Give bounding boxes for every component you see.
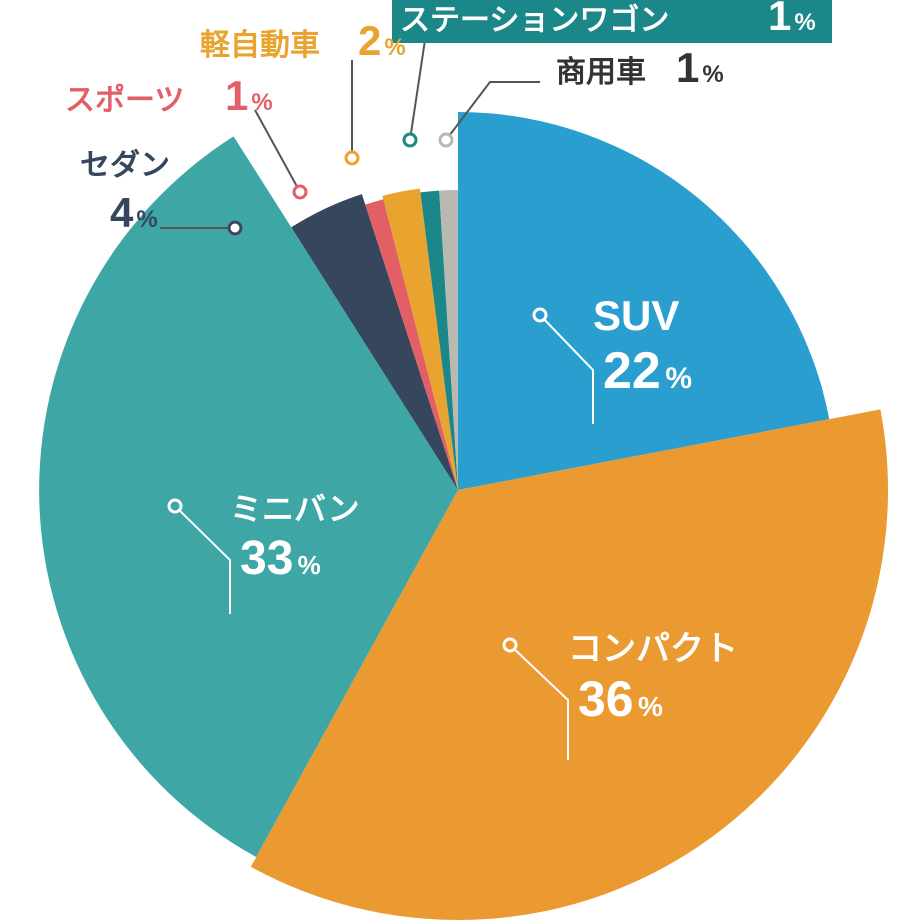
value-suv: 22 <box>603 342 661 400</box>
percent-symbol-commercial: % <box>702 61 723 88</box>
value-minivan: 33 <box>240 532 293 585</box>
bullet-outer-wagon <box>404 134 416 146</box>
leader-sports <box>255 110 300 192</box>
label-text-sedan: セダン <box>80 148 170 182</box>
bullet-suv <box>534 309 546 321</box>
value-sedan: 4 <box>110 189 134 236</box>
percent-symbol-suv: % <box>665 362 692 395</box>
label-text-kei: 軽自動車 <box>200 29 320 62</box>
value-sports: 1 <box>225 72 248 119</box>
label-kei: 軽自動車 2% <box>200 17 406 64</box>
value-wagon: 1 <box>768 0 791 39</box>
bullet-outer-sports <box>294 186 306 198</box>
label-text-minivan: ミニバン <box>230 491 360 527</box>
bullet-outer-commercial <box>440 134 452 146</box>
bullet-outer-sedan <box>229 222 241 234</box>
label-sedan: セダン 4% <box>80 148 170 236</box>
value-commercial: 1 <box>676 44 699 91</box>
percent-symbol-compact: % <box>638 691 663 722</box>
percent-symbol-sedan: % <box>136 206 157 233</box>
label-text-suv: SUV <box>593 292 679 339</box>
percent-symbol-wagon: % <box>794 9 815 36</box>
percent-symbol-minivan: % <box>298 550 321 580</box>
label-text-sports: スポーツ <box>65 84 184 117</box>
percent-symbol-sports: % <box>251 89 272 116</box>
bullet-minivan <box>169 500 181 512</box>
label-text-wagon: ステーションワゴン <box>400 3 669 37</box>
bullet-compact <box>504 639 516 651</box>
percent-symbol-kei: % <box>384 34 405 61</box>
pie-slices <box>39 112 888 920</box>
bullet-outer-kei <box>346 152 358 164</box>
vehicle-type-pie-chart: SUV22%コンパクト36%ミニバン33%セダン4%スポーツ1%軽自動車2%ステ… <box>0 0 915 921</box>
label-text-compact: コンパクト <box>568 630 738 668</box>
value-compact: 36 <box>578 671 634 727</box>
value-kei: 2 <box>358 17 381 64</box>
label-text-commercial: 商用車 <box>556 56 646 89</box>
label-sports: スポーツ 1% <box>65 72 273 119</box>
